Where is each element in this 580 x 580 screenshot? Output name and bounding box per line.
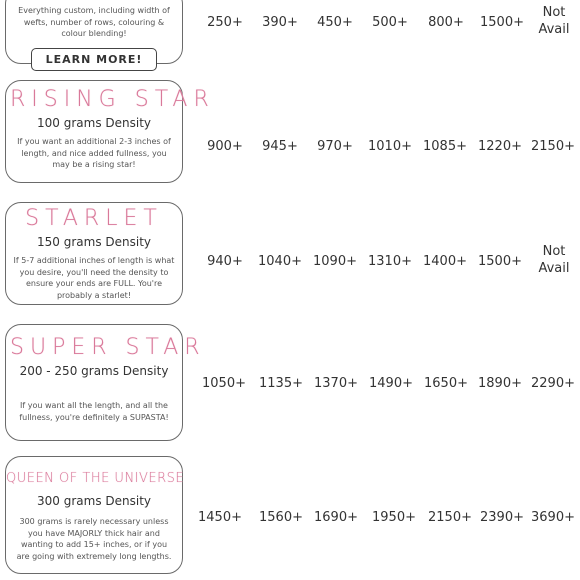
price-row-custom: 250+ 390+ 450+ 500+ 800+ 1500+ Not Avail (0, 5, 580, 37)
tier-card-custom: Everything custom, including width of we… (5, 0, 183, 71)
price-cell: 2290+ (531, 376, 575, 391)
price-row-starlet: 940+ 1040+ 1090+ 1310+ 1400+ 1500+ Not A… (0, 244, 580, 276)
tier-card-super-star: SUPER STAR 200 - 250 grams Density If yo… (5, 324, 206, 441)
card-description: If you want all the length, and all the … (19, 401, 169, 422)
price-cell: 1400+ (423, 254, 467, 269)
price-cell: 900+ (207, 139, 243, 154)
price-row-super-star: 1050+ 1135+ 1370+ 1490+ 1650+ 1890+ 2290… (0, 375, 580, 395)
price-cell: 1310+ (368, 254, 412, 269)
price-cell: 2150+ (428, 510, 472, 525)
price-cell: 450+ (317, 15, 353, 30)
price-cell: 390+ (262, 15, 298, 30)
card-description: Everything custom, including width of we… (18, 6, 170, 39)
price-cell-not-available: Not Avail (538, 244, 570, 276)
price-cell: 1370+ (314, 376, 358, 391)
price-cell: 500+ (372, 15, 408, 30)
price-cell: 1085+ (423, 139, 467, 154)
card-description: If you want an additional 2-3 inches of … (17, 137, 171, 170)
price-cell: 1490+ (369, 376, 413, 391)
price-cell-not-available: Not Avail (538, 5, 570, 37)
card-title: STARLET (25, 206, 163, 231)
price-cell: 250+ (207, 15, 243, 30)
price-cell: 945+ (262, 139, 298, 154)
card-density: 200 - 250 grams Density (19, 364, 169, 378)
price-cell: 1500+ (480, 15, 524, 30)
price-row-rising-star: 900+ 945+ 970+ 1010+ 1085+ 1220+ 2150+ (0, 138, 580, 158)
price-cell: 1220+ (478, 139, 522, 154)
card-description: If 5-7 additional inches of length is wh… (13, 256, 175, 300)
price-cell: 970+ (317, 139, 353, 154)
card-density: 150 grams Density (37, 235, 151, 249)
learn-more-button[interactable]: LEARN MORE! (30, 47, 158, 71)
price-cell: 940+ (207, 254, 243, 269)
price-cell: 1050+ (202, 376, 246, 391)
price-row-queen-of-the-universe: 1450+ 1560+ 1690+ 1950+ 2150+ 2390+ 3690… (0, 509, 580, 529)
card-title: RISING STAR (10, 87, 215, 112)
price-cell: 1010+ (368, 139, 412, 154)
price-cell: 1040+ (258, 254, 302, 269)
price-cell: 1650+ (424, 376, 468, 391)
price-cell: 1690+ (314, 510, 358, 525)
price-cell: 1500+ (478, 254, 522, 269)
price-cell: 1890+ (478, 376, 522, 391)
price-cell: 1135+ (259, 376, 303, 391)
price-cell: 1560+ (259, 510, 303, 525)
card-description: 300 grams is rarely necessary unless you… (16, 517, 172, 561)
card-density: 100 grams Density (37, 116, 151, 130)
price-cell: 800+ (428, 15, 464, 30)
price-cell: 1950+ (372, 510, 416, 525)
tier-card-queen-of-the-universe: QUEEN OF THE UNIVERSE 300 grams Density … (5, 456, 185, 574)
price-cell: 2390+ (480, 510, 524, 525)
tier-card-starlet: STARLET 150 grams Density If 5-7 additio… (5, 202, 183, 305)
card-density: 300 grams Density (37, 494, 151, 508)
price-cell: 1090+ (313, 254, 357, 269)
card-title: QUEEN OF THE UNIVERSE (6, 471, 185, 486)
price-cell: 2150+ (531, 139, 575, 154)
tier-card-rising-star: RISING STAR 100 grams Density If you wan… (5, 80, 215, 183)
price-cell: 3690+ (531, 510, 575, 525)
price-cell: 1450+ (198, 510, 242, 525)
card-title: SUPER STAR (10, 335, 206, 360)
